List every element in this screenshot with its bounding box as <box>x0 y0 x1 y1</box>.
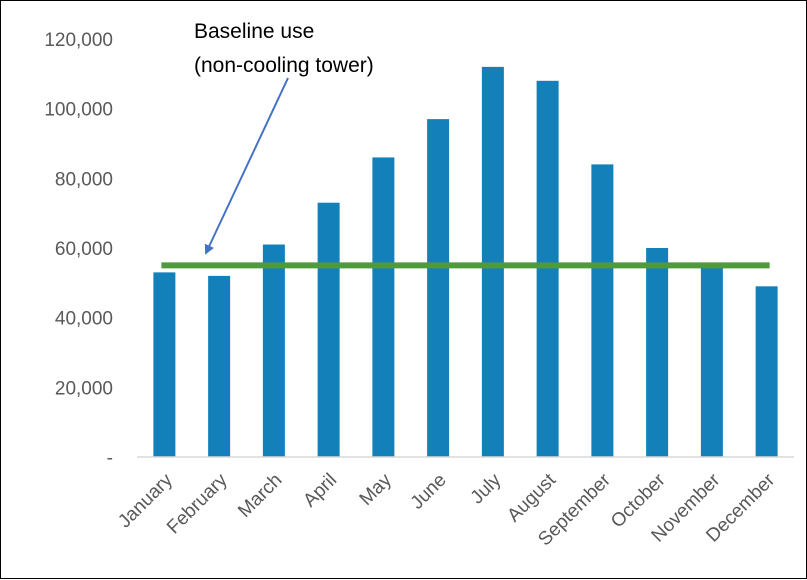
bar <box>208 275 231 457</box>
bar <box>153 272 176 457</box>
x-tick-label: June <box>407 470 451 514</box>
bar <box>317 202 340 457</box>
bar <box>481 66 504 457</box>
y-tick-label: 60,000 <box>55 239 113 260</box>
bar <box>591 164 614 457</box>
y-tick-label: - <box>107 448 113 469</box>
bar <box>700 265 723 457</box>
bar <box>372 157 395 457</box>
x-tick-label: April <box>299 470 341 512</box>
y-tick-label: 120,000 <box>44 30 113 51</box>
x-tick-label: July <box>467 469 506 508</box>
annotation-line-2: (non-cooling tower) <box>194 54 374 77</box>
y-tick-label: 80,000 <box>55 169 113 190</box>
annotation-arrow <box>204 77 289 255</box>
y-tick-label: 20,000 <box>55 378 113 399</box>
bar <box>755 286 778 457</box>
x-tick-label: February <box>163 469 232 538</box>
bar <box>536 80 559 458</box>
bar <box>646 248 669 457</box>
annotation-line-1: Baseline use <box>194 20 314 43</box>
x-tick-label: May <box>356 469 397 510</box>
x-tick-label: March <box>234 470 286 522</box>
y-tick-label: 40,000 <box>55 309 113 330</box>
bar <box>427 119 450 457</box>
y-axis-tick-labels: - 20,000 40,000 60,000 80,000 100,000 120,000 <box>44 30 113 469</box>
baseline-annotation: Baseline use (non-cooling tower) <box>194 20 374 255</box>
y-tick-label: 100,000 <box>44 100 113 121</box>
bar <box>262 244 285 457</box>
bar-series <box>153 66 778 458</box>
